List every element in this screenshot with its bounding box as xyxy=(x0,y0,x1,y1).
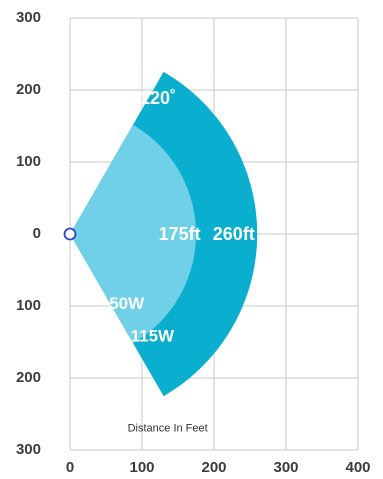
x-axis-label: Distance In Feet xyxy=(128,422,208,434)
y-tick-label: 200 xyxy=(16,81,41,98)
y-tick-label: 100 xyxy=(16,297,41,314)
grid xyxy=(69,17,359,451)
y-tick-label: 100 xyxy=(16,153,41,170)
y-tick-label: 300 xyxy=(16,9,41,26)
x-tick-label: 100 xyxy=(129,459,154,476)
labels: 175ft 260ft 120˚ 50W 115W xyxy=(63,88,255,345)
power-label-115w: 115W xyxy=(131,326,175,345)
range-label-50w: 175ft xyxy=(159,224,201,244)
x-tick-label: 200 xyxy=(201,459,226,476)
y-tick-label: 200 xyxy=(16,369,41,386)
beam-wedges xyxy=(70,71,258,397)
power-label-50w: 50W xyxy=(109,294,145,313)
x-tick-label: 0 xyxy=(66,459,74,476)
range-label-115w: 260ft xyxy=(213,224,255,244)
origin-marker xyxy=(63,227,77,241)
x-tick-label: 300 xyxy=(273,459,298,476)
beam-wedge-50W xyxy=(70,124,196,344)
y-tick-label: 0 xyxy=(33,225,41,242)
y-tick-label: 300 xyxy=(16,441,41,458)
x-tick-label: 400 xyxy=(345,459,370,476)
beam-angle-label: 120˚ xyxy=(140,88,176,108)
tick-labels: 0 100 200 300 400 300 200 100 0 100 200 300 xyxy=(16,9,371,476)
